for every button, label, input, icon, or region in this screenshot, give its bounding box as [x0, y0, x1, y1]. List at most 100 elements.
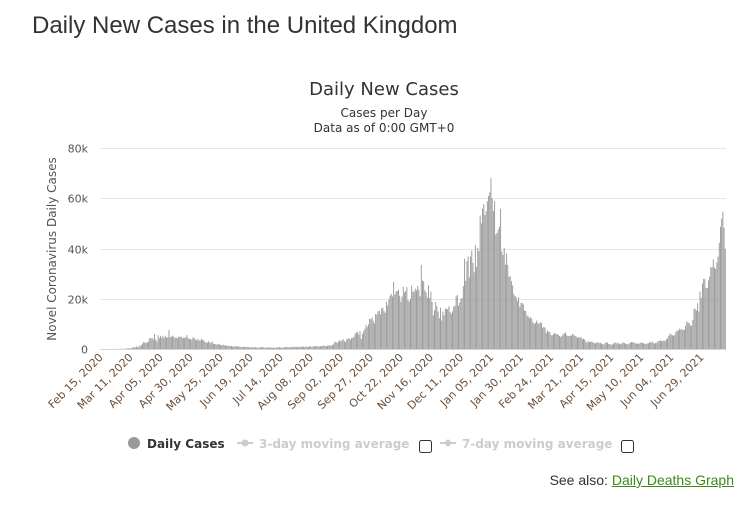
bar [366, 327, 368, 349]
bar [458, 305, 460, 349]
bar [154, 334, 156, 349]
bar [379, 314, 381, 349]
bar [473, 272, 475, 349]
bar [698, 311, 700, 349]
bar [552, 334, 554, 349]
bar [307, 346, 309, 349]
bar [222, 344, 224, 349]
bar [711, 267, 713, 349]
bar [558, 336, 560, 349]
bar [310, 346, 312, 349]
legend-item-3-day-average[interactable]: 3-day moving average [237, 437, 409, 451]
bar [425, 292, 427, 349]
bar [571, 335, 572, 349]
bar [245, 346, 247, 349]
3-day-average-checkbox[interactable] [419, 440, 432, 453]
bar [637, 343, 639, 349]
bar [414, 288, 416, 349]
bar [170, 336, 172, 349]
bar [472, 262, 474, 349]
bar [520, 302, 522, 349]
bar [590, 341, 592, 349]
bar [562, 334, 564, 349]
bar [175, 337, 177, 349]
bar [455, 296, 457, 349]
bar [663, 340, 665, 349]
bar [322, 345, 324, 349]
bar [384, 312, 386, 349]
bar [563, 333, 565, 349]
bar [166, 337, 168, 349]
bar [306, 346, 308, 349]
bar [643, 343, 645, 349]
bar [646, 343, 648, 349]
bar [700, 297, 702, 349]
bar [710, 267, 712, 349]
bar [638, 343, 640, 349]
legend-item-daily-cases[interactable]: Daily Cases [128, 437, 225, 451]
bar [577, 337, 578, 349]
bar [716, 262, 718, 349]
bar [282, 347, 284, 349]
bar [580, 337, 582, 349]
bar [382, 307, 384, 349]
bar [479, 215, 481, 349]
bar [373, 323, 375, 349]
bar [271, 347, 273, 349]
bar [461, 298, 463, 349]
bar [508, 276, 510, 349]
bar [268, 347, 270, 349]
bar [492, 211, 494, 349]
bar [432, 315, 434, 349]
bar [595, 343, 596, 349]
bar [229, 346, 231, 349]
bar [185, 337, 187, 349]
bar [346, 339, 348, 349]
bar [641, 342, 643, 349]
bar [530, 317, 532, 349]
bar [295, 346, 297, 349]
bar [596, 342, 598, 349]
bar [264, 347, 266, 349]
bar [669, 333, 671, 349]
bar [408, 301, 410, 349]
bar [331, 344, 333, 349]
bar [221, 345, 223, 349]
bar [405, 290, 407, 349]
bar [361, 333, 363, 349]
bar [506, 253, 508, 349]
bar [236, 346, 238, 349]
bar [587, 341, 589, 349]
legend-item-7-day-average[interactable]: 7-day moving average [440, 437, 612, 451]
bar [319, 345, 321, 349]
bar [144, 342, 146, 349]
bar [163, 338, 165, 349]
bar [665, 339, 667, 349]
bar [578, 336, 580, 349]
bar [477, 247, 479, 349]
7-day-average-checkbox[interactable] [621, 440, 634, 453]
bar [450, 313, 452, 349]
bar [257, 347, 259, 349]
bar [490, 178, 492, 349]
bar [134, 347, 136, 349]
bar [502, 254, 504, 349]
bar [509, 276, 511, 349]
bar [181, 337, 183, 349]
bar [294, 346, 296, 349]
bar [204, 341, 206, 349]
daily-deaths-graph-link[interactable]: Daily Deaths Graph [611, 472, 734, 488]
bar [182, 337, 184, 349]
bar [291, 347, 292, 349]
bar [572, 333, 574, 349]
bar [677, 330, 679, 349]
bar [652, 342, 654, 349]
bar [301, 346, 303, 349]
bar [635, 343, 637, 349]
bar [719, 226, 721, 349]
bar [137, 347, 139, 349]
bar [143, 341, 145, 349]
bar [614, 342, 616, 349]
bar [200, 338, 202, 349]
bar [138, 346, 140, 349]
